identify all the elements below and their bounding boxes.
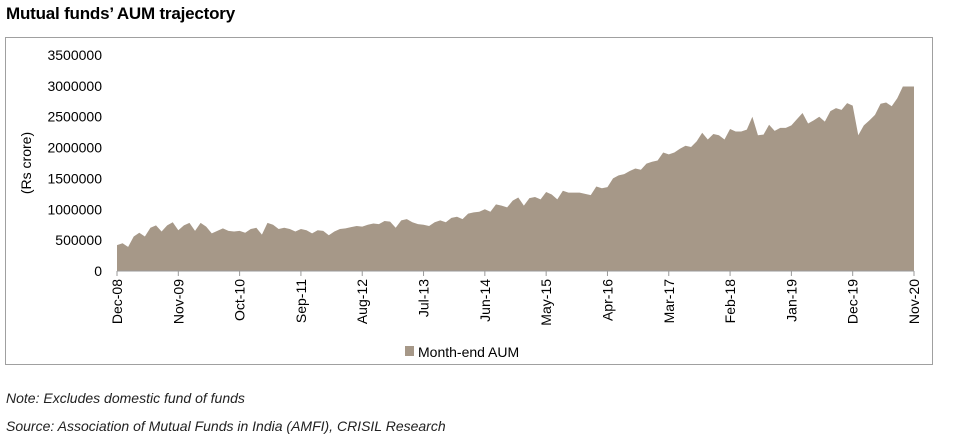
x-tick-label: Aug-12	[354, 279, 370, 324]
y-tick-label: 3500000	[47, 47, 102, 63]
y-tick-label: 2000000	[47, 140, 102, 156]
x-tick-label: Nov-09	[170, 279, 186, 324]
y-tick-label: 1000000	[47, 201, 102, 217]
x-tick-label: Jul-13	[416, 279, 432, 317]
legend-label-month-end-aum: Month-end AUM	[418, 344, 519, 360]
y-tick-label: 2500000	[47, 109, 102, 125]
chart-frame	[5, 37, 933, 365]
x-tick-label: Nov-20	[906, 279, 922, 324]
y-axis-title: (Rs crore)	[18, 132, 34, 194]
x-tick-label: Oct-10	[232, 279, 248, 321]
y-tick-label: 0	[94, 263, 102, 279]
chart-title: Mutual funds’ AUM trajectory	[6, 4, 235, 23]
x-tick-label: Dec-19	[845, 279, 861, 324]
x-tick-label: Dec-08	[109, 279, 125, 324]
area-series-group	[117, 86, 914, 271]
area-month-end-aum	[117, 86, 914, 271]
chart-legend: Month-end AUM	[405, 344, 519, 360]
y-tick-label: 500000	[55, 232, 102, 248]
x-axis: Dec-08 Nov-09 Oct-10 Sep-11 Aug-12 Jul-13 Jun-…	[109, 270, 922, 326]
x-tick-label: Mar-17	[661, 279, 677, 324]
y-tick-label: 1500000	[47, 170, 102, 186]
chart-note: Note: Excludes domestic fund of funds	[6, 390, 245, 406]
x-tick-label: Feb-18	[722, 279, 738, 324]
legend-swatch-month-end-aum	[405, 346, 414, 356]
x-tick-label: Jun-14	[477, 279, 493, 322]
x-tick-label: May-15	[538, 279, 554, 326]
chart-source: Source: Association of Mutual Funds in I…	[6, 418, 446, 434]
x-tick-label: Sep-11	[293, 279, 309, 323]
y-axis-tick-labels: 0 500000 1000000 1500000 2000000 2500000 30000…	[47, 47, 102, 279]
y-axis-title-group: (Rs crore)	[18, 132, 34, 194]
x-tick-label: Jan-19	[783, 279, 799, 322]
x-tick-label: Apr-16	[599, 279, 615, 321]
y-tick-label: 3000000	[47, 78, 102, 94]
